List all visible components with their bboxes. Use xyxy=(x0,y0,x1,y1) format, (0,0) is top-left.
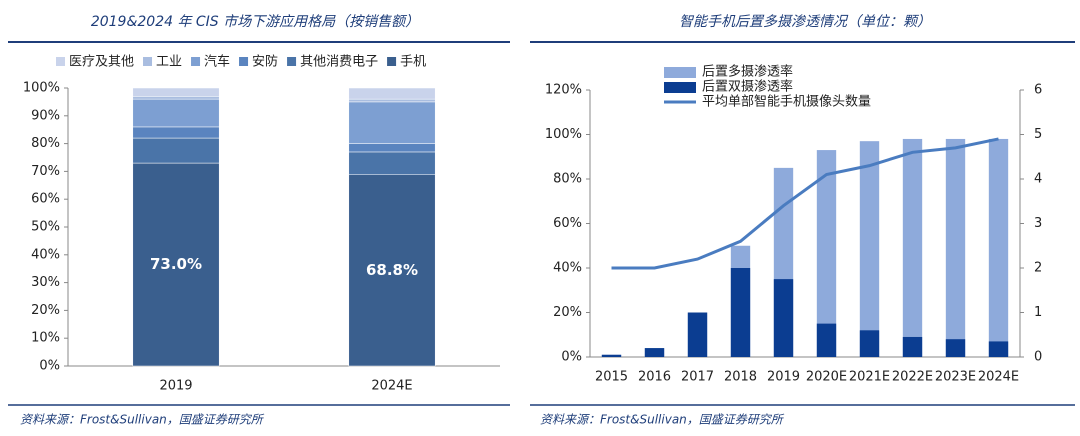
legend-swatch xyxy=(191,57,201,66)
y2-tick-label: 4 xyxy=(1034,172,1042,187)
bar xyxy=(132,87,220,97)
legend-swatch xyxy=(664,67,696,78)
x-tick-label: 2024E xyxy=(371,379,412,394)
legend-swatch xyxy=(56,57,65,66)
bar xyxy=(816,323,837,357)
bar xyxy=(988,138,1009,357)
bar xyxy=(132,137,220,164)
chart-title: 智能手机后置多摄渗透情况（单位：颗） xyxy=(679,14,931,30)
data-label: 73.0% xyxy=(150,255,202,273)
bar xyxy=(348,143,436,153)
legend-swatch xyxy=(387,57,397,66)
bar xyxy=(687,312,708,357)
bar xyxy=(945,138,966,357)
y-tick-label: 50% xyxy=(31,220,60,235)
x-tick-label: 2024E xyxy=(978,370,1019,385)
legend-swatch xyxy=(664,82,696,93)
y2-tick-label: 3 xyxy=(1034,216,1042,231)
data-label: 68.8% xyxy=(366,261,418,279)
y-tick-label: 10% xyxy=(31,331,60,346)
bar xyxy=(348,98,436,103)
x-tick-label: 2017 xyxy=(681,370,714,385)
y-tick-label: 40% xyxy=(553,261,582,276)
legend-label: 其他消费电子 xyxy=(300,55,378,70)
bar xyxy=(644,348,665,357)
x-tick-label: 2020E xyxy=(806,370,847,385)
bar xyxy=(348,151,436,175)
legend-label: 工业 xyxy=(156,55,182,70)
bar xyxy=(348,101,436,144)
bar xyxy=(773,279,794,357)
y-tick-label: 100% xyxy=(545,127,582,142)
legend-label: 后置双摄渗透率 xyxy=(702,79,793,95)
legend-label: 安防 xyxy=(252,54,278,70)
x-tick-label: 2023E xyxy=(935,370,976,385)
bar xyxy=(348,87,436,100)
legend-swatch xyxy=(143,57,153,66)
y-tick-label: 120% xyxy=(545,83,582,98)
legend-label: 平均单部智能手机摄像头数量 xyxy=(702,95,871,110)
y-tick-label: 80% xyxy=(553,172,582,187)
x-tick-label: 2021E xyxy=(849,370,890,385)
y-tick-label: 40% xyxy=(31,247,60,262)
y-tick-label: 60% xyxy=(553,216,582,231)
x-tick-label: 2015 xyxy=(595,370,628,385)
y-tick-label: 30% xyxy=(31,275,60,290)
bar xyxy=(988,341,1009,357)
y2-tick-label: 6 xyxy=(1034,83,1042,98)
bar xyxy=(859,141,880,357)
legend-label: 医疗及其他 xyxy=(69,55,134,70)
bar xyxy=(859,330,880,357)
y2-tick-label: 2 xyxy=(1034,261,1042,276)
bar xyxy=(902,336,923,357)
line xyxy=(611,137,999,270)
bar xyxy=(730,268,751,357)
chart-title: 2019&2024 年 CIS 市场下游应用格局（按销售额） xyxy=(91,14,419,30)
legend-label: 汽车 xyxy=(204,54,230,70)
y-tick-label: 100% xyxy=(23,81,60,96)
x-tick-label: 2018 xyxy=(724,370,757,385)
bar xyxy=(132,162,220,367)
y-tick-label: 0% xyxy=(39,359,60,374)
source: 资料来源：Frost&Sullivan，国盛证券研究所 xyxy=(540,413,785,427)
bar xyxy=(132,98,220,128)
y2-tick-label: 5 xyxy=(1034,127,1042,142)
legend-label: 手机 xyxy=(400,55,426,70)
bar xyxy=(816,150,837,357)
bar xyxy=(945,339,966,357)
y2-tick-label: 1 xyxy=(1034,305,1042,320)
y-tick-label: 20% xyxy=(31,303,60,318)
x-tick-label: 2022E xyxy=(892,370,933,385)
bar xyxy=(348,174,436,367)
bar xyxy=(132,126,220,139)
y-tick-label: 80% xyxy=(31,136,60,151)
bar xyxy=(601,354,622,357)
y-tick-label: 70% xyxy=(31,164,60,179)
y-tick-label: 20% xyxy=(553,305,582,320)
bar xyxy=(902,138,923,357)
y-tick-label: 90% xyxy=(31,108,60,123)
source: 资料来源：Frost&Sullivan，国盛证券研究所 xyxy=(20,413,265,427)
x-tick-label: 2019 xyxy=(767,370,800,385)
y-tick-label: 0% xyxy=(561,350,582,365)
legend-swatch xyxy=(239,57,249,66)
y-tick-label: 60% xyxy=(31,192,60,207)
y2-tick-label: 0 xyxy=(1034,350,1042,365)
x-tick-label: 2016 xyxy=(638,370,671,385)
x-tick-label: 2019 xyxy=(159,379,192,394)
legend-swatch xyxy=(287,57,297,66)
bar xyxy=(132,96,220,100)
legend-label: 后置多摄渗透率 xyxy=(702,64,793,80)
